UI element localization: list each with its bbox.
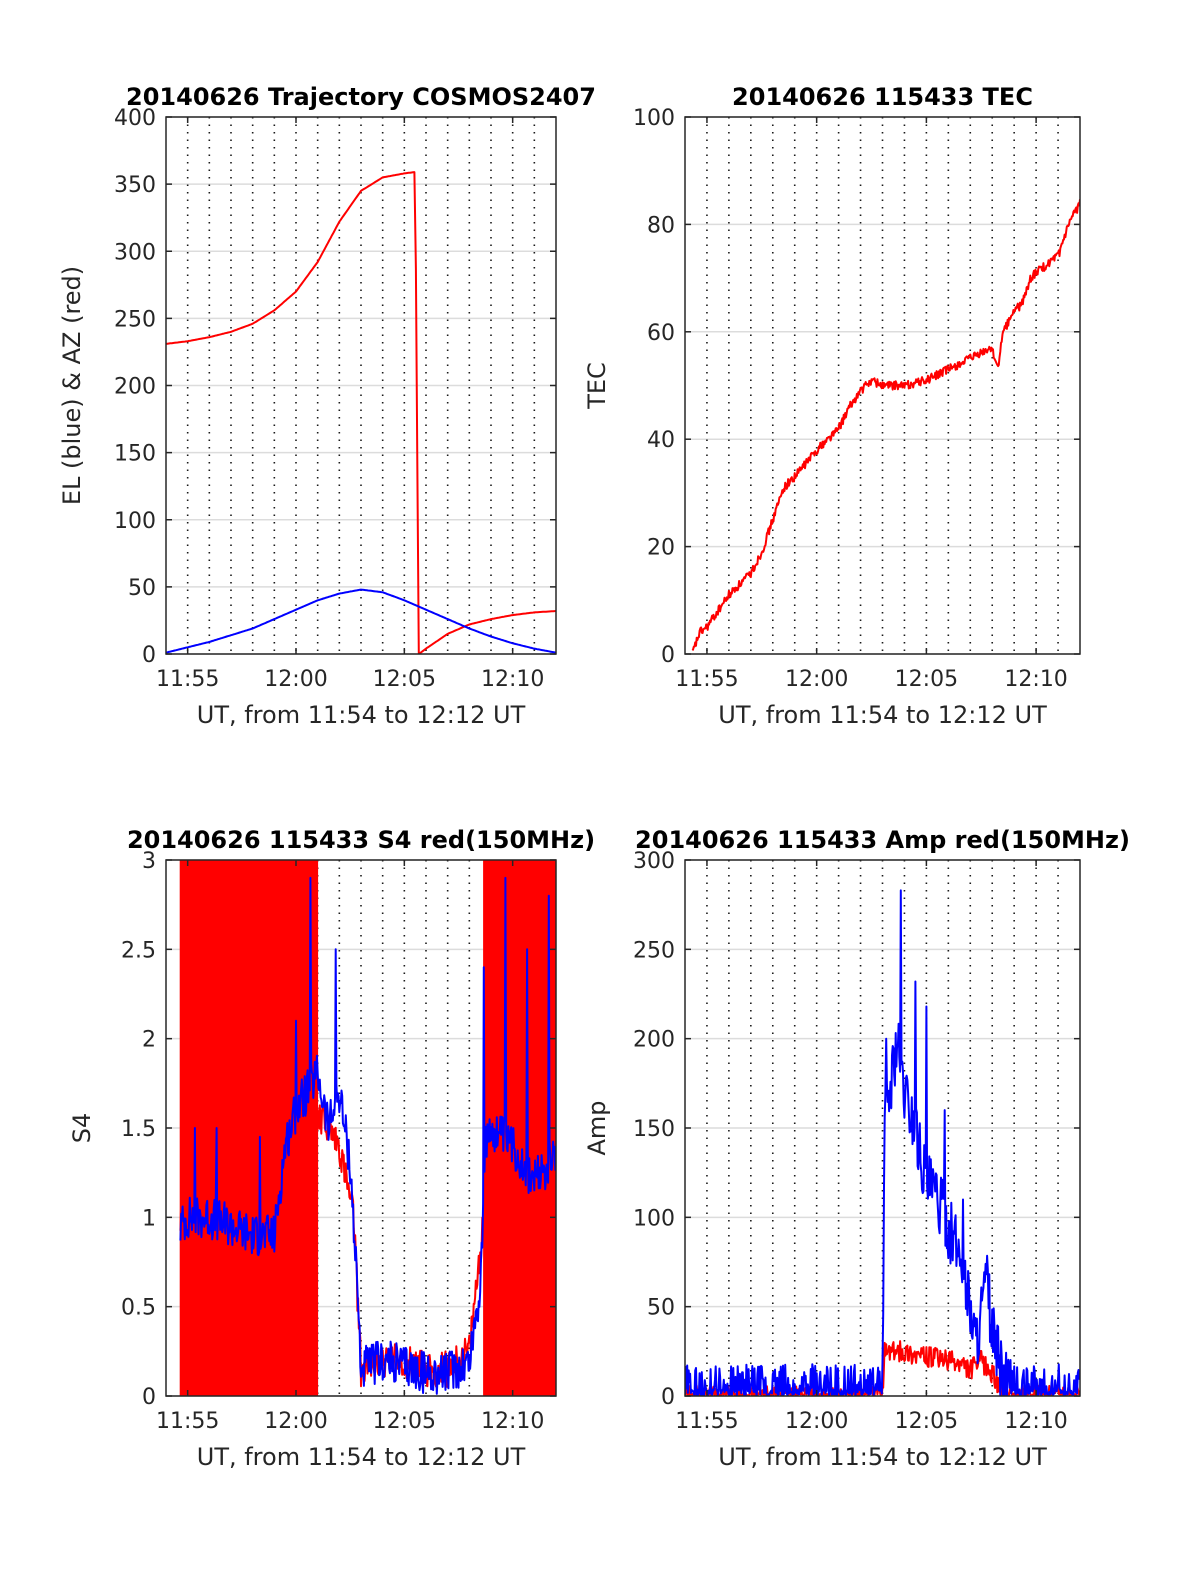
- plot-area: [685, 889, 1080, 1396]
- y-tick-label: 200: [633, 1028, 675, 1053]
- series-TEC-line: [691, 199, 1080, 652]
- y-tick-label: 3: [142, 849, 156, 874]
- y-tick-label: 40: [647, 428, 675, 453]
- x-tick-label: 11:55: [675, 667, 738, 692]
- plot-area: [166, 171, 556, 654]
- x-tick-label: 12:10: [481, 667, 544, 692]
- y-axis-label: Amp: [583, 1100, 611, 1155]
- y-tick-label: 0: [661, 1385, 675, 1410]
- plot-area: [691, 199, 1080, 652]
- x-tick-label: 11:55: [675, 1409, 738, 1434]
- y-tick-label: 80: [647, 213, 675, 238]
- x-tick-label: 12:00: [785, 667, 848, 692]
- x-tick-label: 12:00: [264, 1409, 327, 1434]
- x-tick-label: 12:05: [895, 1409, 958, 1434]
- x-tick-label: 11:55: [156, 1409, 219, 1434]
- x-axis-label: UT, from 11:54 to 12:12 UT: [197, 701, 526, 729]
- axes-box: [684, 116, 1081, 655]
- y-tick-label: 150: [633, 1117, 675, 1142]
- x-tick-label: 11:55: [156, 667, 219, 692]
- y-axis-label: S4: [68, 1113, 96, 1144]
- y-tick-label: 20: [647, 536, 675, 561]
- chart-title: 20140626 115433 S4 red(150MHz): [127, 826, 595, 854]
- panel-3: 0 0.5 1 1.5 2 2.5 3 11:55 12:00 12:05 12:10 2014062…: [68, 826, 595, 1471]
- panel-1: 0 50 100 150 200 250 300 350 400 11:55 12:00 12:05 1…: [58, 83, 596, 729]
- series-blue-line: [685, 889, 1080, 1396]
- x-tick-label: 12:05: [373, 1409, 436, 1434]
- series-AZ-line: [166, 171, 556, 654]
- x-axis-label: UT, from 11:54 to 12:12 UT: [197, 1443, 526, 1471]
- x-tick-label: 12:05: [895, 667, 958, 692]
- series-blue-line: [179, 876, 556, 1395]
- x-axis-label: UT, from 11:54 to 12:12 UT: [718, 1443, 1047, 1471]
- y-tick-label: 1: [142, 1206, 156, 1231]
- y-tick-label: 400: [114, 106, 156, 131]
- panel-2: 0 20 40 60 80 100 11:55 12:00 12:05 12:10 20140626…: [583, 83, 1081, 729]
- x-tick-label: 12:00: [785, 1409, 848, 1434]
- plot-area: [179, 860, 556, 1396]
- y-tick-label: 0.5: [121, 1296, 156, 1321]
- y-tick-label: 1.5: [121, 1117, 156, 1142]
- panel-4: 0 50 100 150 200 250 300 11:55 12:00 12:05 12:10 20…: [583, 826, 1130, 1471]
- x-tick-label: 12:00: [264, 667, 327, 692]
- y-tick-label: 0: [661, 643, 675, 668]
- y-tick-label: 350: [114, 173, 156, 198]
- y-tick-label: 0: [142, 643, 156, 668]
- y-tick-label: 100: [114, 509, 156, 534]
- y-tick-label: 200: [114, 375, 156, 400]
- series-EL-line: [166, 588, 556, 654]
- series-red-saturation: [179, 860, 319, 1396]
- y-tick-label: 50: [647, 1296, 675, 1321]
- y-tick-label: 50: [128, 576, 156, 601]
- y-tick-label: 100: [633, 106, 675, 131]
- x-axis-label: UT, from 11:54 to 12:12 UT: [718, 701, 1047, 729]
- y-tick-label: 100: [633, 1206, 675, 1231]
- chart-title: 20140626 Trajectory COSMOS2407: [126, 83, 596, 111]
- x-tick-label: 12:10: [1004, 1409, 1067, 1434]
- y-tick-label: 300: [114, 240, 156, 265]
- y-tick-label: 0: [142, 1385, 156, 1410]
- y-tick-label: 60: [647, 321, 675, 346]
- x-tick-label: 12:05: [373, 667, 436, 692]
- y-tick-label: 300: [633, 849, 675, 874]
- y-tick-label: 150: [114, 442, 156, 467]
- y-tick-label: 2: [142, 1028, 156, 1053]
- y-axis-label: TEC: [583, 362, 611, 410]
- chart-title: 20140626 115433 Amp red(150MHz): [635, 826, 1130, 854]
- y-tick-label: 2.5: [121, 938, 156, 963]
- x-tick-label: 12:10: [481, 1409, 544, 1434]
- y-tick-label: 250: [114, 307, 156, 332]
- x-tick-label: 12:10: [1004, 667, 1067, 692]
- y-tick-label: 250: [633, 938, 675, 963]
- chart-title: 20140626 115433 TEC: [732, 83, 1033, 111]
- y-axis-label: EL (blue) & AZ (red): [58, 266, 86, 505]
